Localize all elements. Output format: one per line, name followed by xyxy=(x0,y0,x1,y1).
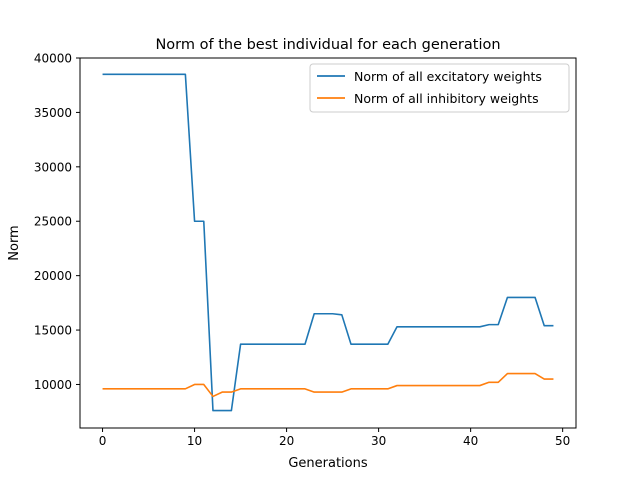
chart-title: Norm of the best individual for each gen… xyxy=(155,37,500,53)
y-tick-label: 25000 xyxy=(34,215,72,229)
legend-label-excitatory: Norm of all excitatory weights xyxy=(354,69,542,84)
x-axis-ticks: 0 10 20 30 40 50 xyxy=(99,428,570,448)
plot-area xyxy=(102,73,554,412)
series-line-excitatory xyxy=(102,73,554,412)
x-tick-label: 30 xyxy=(371,434,386,448)
x-tick-label: 40 xyxy=(463,434,478,448)
axes-frame xyxy=(79,57,577,429)
x-axis-label: Generations xyxy=(288,456,368,471)
x-tick-label: 50 xyxy=(555,434,570,448)
x-tick-label: 20 xyxy=(279,434,294,448)
y-tick-label: 20000 xyxy=(34,269,72,283)
legend: Norm of all excitatory weights Norm of a… xyxy=(309,63,570,113)
y-tick-label: 40000 xyxy=(34,52,72,66)
series-line-inhibitory xyxy=(102,372,554,398)
y-tick-label: 10000 xyxy=(34,378,72,392)
y-tick-label: 15000 xyxy=(34,324,72,338)
legend-label-inhibitory: Norm of all inhibitory weights xyxy=(354,91,539,106)
y-tick-label: 30000 xyxy=(34,160,72,174)
x-tick-label: 0 xyxy=(99,434,107,448)
y-axis-ticks: 10000 15000 20000 25000 30000 35000 40000 xyxy=(34,52,80,392)
y-axis-label: Norm xyxy=(7,225,22,260)
x-tick-label: 10 xyxy=(187,434,202,448)
legend-box xyxy=(309,63,570,113)
y-tick-label: 35000 xyxy=(34,106,72,120)
